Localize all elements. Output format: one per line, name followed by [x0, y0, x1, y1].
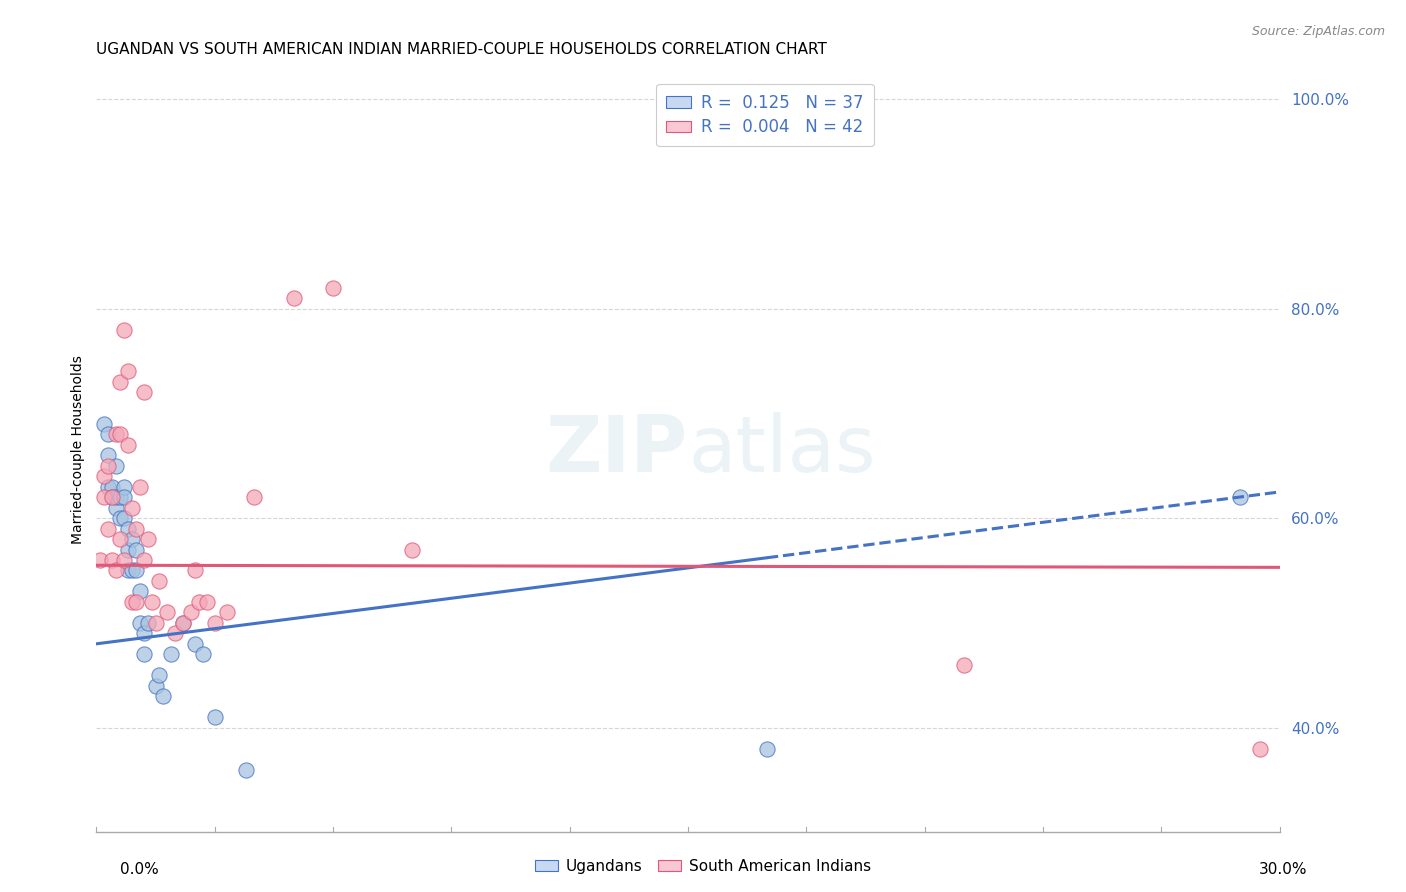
- Point: [121, 564, 143, 578]
- Point: [121, 595, 143, 609]
- Point: [97, 522, 120, 536]
- Point: [128, 584, 150, 599]
- Text: UGANDAN VS SOUTH AMERICAN INDIAN MARRIED-COUPLE HOUSEHOLDS CORRELATION CHART: UGANDAN VS SOUTH AMERICAN INDIAN MARRIED…: [97, 42, 827, 57]
- Point: [117, 364, 139, 378]
- Point: [1229, 490, 1251, 504]
- Point: [195, 595, 218, 609]
- Point: [148, 574, 170, 588]
- Point: [401, 542, 423, 557]
- Point: [105, 490, 128, 504]
- Point: [148, 668, 170, 682]
- Text: ZIP: ZIP: [546, 412, 688, 488]
- Point: [108, 511, 131, 525]
- Legend: R =  0.125   N = 37, R =  0.004   N = 42: R = 0.125 N = 37, R = 0.004 N = 42: [657, 84, 873, 146]
- Point: [101, 480, 124, 494]
- Point: [97, 480, 120, 494]
- Point: [112, 490, 135, 504]
- Point: [108, 427, 131, 442]
- Point: [125, 595, 148, 609]
- Text: 30.0%: 30.0%: [1260, 863, 1308, 877]
- Point: [152, 690, 174, 704]
- Point: [105, 458, 128, 473]
- Point: [105, 564, 128, 578]
- Point: [132, 385, 155, 400]
- Point: [1249, 741, 1271, 756]
- Point: [112, 480, 135, 494]
- Point: [117, 438, 139, 452]
- Point: [145, 615, 167, 630]
- Point: [132, 626, 155, 640]
- Point: [953, 657, 976, 672]
- Point: [755, 741, 778, 756]
- Point: [97, 427, 120, 442]
- Point: [121, 532, 143, 546]
- Point: [156, 606, 179, 620]
- Point: [117, 564, 139, 578]
- Point: [235, 763, 257, 777]
- Point: [184, 637, 207, 651]
- Point: [243, 490, 266, 504]
- Point: [132, 648, 155, 662]
- Point: [93, 417, 115, 431]
- Point: [184, 564, 207, 578]
- Point: [121, 500, 143, 515]
- Point: [108, 375, 131, 389]
- Point: [117, 522, 139, 536]
- Point: [112, 553, 135, 567]
- Point: [97, 458, 120, 473]
- Point: [165, 626, 187, 640]
- Point: [125, 564, 148, 578]
- Point: [108, 532, 131, 546]
- Point: [128, 480, 150, 494]
- Point: [180, 606, 202, 620]
- Point: [187, 595, 209, 609]
- Text: Source: ZipAtlas.com: Source: ZipAtlas.com: [1251, 25, 1385, 38]
- Point: [93, 490, 115, 504]
- Point: [322, 280, 344, 294]
- Point: [204, 710, 226, 724]
- Text: 0.0%: 0.0%: [120, 863, 159, 877]
- Point: [125, 522, 148, 536]
- Legend: Ugandans, South American Indians: Ugandans, South American Indians: [529, 853, 877, 880]
- Point: [283, 291, 305, 305]
- Point: [136, 532, 159, 546]
- Point: [105, 427, 128, 442]
- Point: [101, 490, 124, 504]
- Point: [117, 542, 139, 557]
- Point: [128, 615, 150, 630]
- Point: [172, 615, 194, 630]
- Point: [204, 615, 226, 630]
- Point: [136, 615, 159, 630]
- Point: [97, 448, 120, 462]
- Point: [93, 469, 115, 483]
- Text: atlas: atlas: [688, 412, 876, 488]
- Point: [112, 322, 135, 336]
- Point: [132, 553, 155, 567]
- Y-axis label: Married-couple Households: Married-couple Households: [72, 356, 86, 544]
- Point: [89, 553, 111, 567]
- Point: [172, 615, 194, 630]
- Point: [141, 595, 163, 609]
- Point: [112, 511, 135, 525]
- Point: [105, 500, 128, 515]
- Point: [145, 679, 167, 693]
- Point: [191, 648, 214, 662]
- Point: [108, 490, 131, 504]
- Point: [215, 606, 238, 620]
- Point: [101, 553, 124, 567]
- Point: [160, 648, 183, 662]
- Point: [125, 542, 148, 557]
- Point: [101, 490, 124, 504]
